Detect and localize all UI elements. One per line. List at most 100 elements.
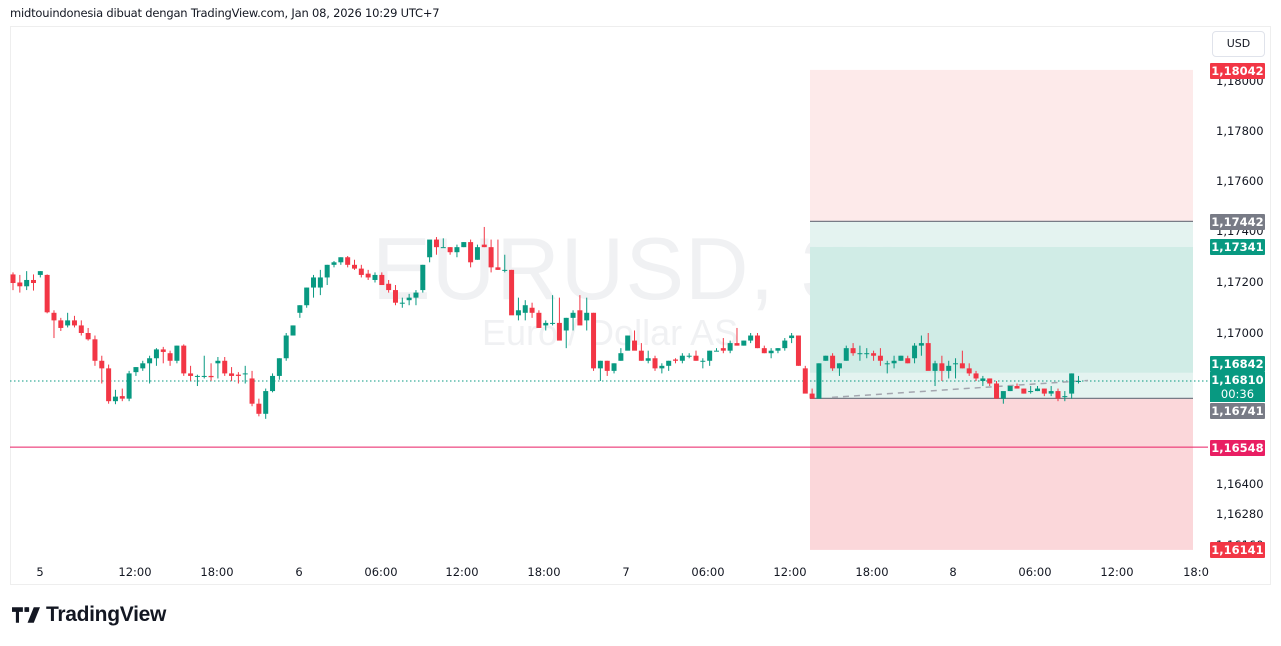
candle-body [666, 360, 672, 366]
time-tick: 6 [295, 565, 303, 579]
candle-body [891, 360, 897, 364]
candle-body [925, 343, 931, 371]
candle-body [543, 322, 549, 326]
candle-body [932, 363, 938, 371]
candle-body [24, 279, 30, 287]
candle-body [133, 367, 139, 373]
candle-body [365, 273, 371, 278]
candle-body [802, 368, 808, 394]
candle-body [707, 350, 713, 361]
price-tick: 1,16400 [1216, 477, 1264, 491]
candle-body [399, 302, 405, 304]
price-tick: 1,17800 [1216, 124, 1264, 138]
time-tick: 12:00 [118, 565, 152, 579]
candle-body [953, 363, 959, 365]
candle-body [584, 312, 590, 321]
candle-body [597, 360, 603, 369]
candle-body [529, 307, 535, 313]
candle-body [946, 365, 952, 371]
candle-body [836, 363, 842, 369]
candle-body [877, 355, 883, 361]
candle-body [775, 348, 781, 351]
candle-body [263, 391, 269, 414]
candle-body [864, 353, 870, 355]
candle-body [495, 267, 501, 270]
candle-body [905, 358, 911, 364]
candle-body [509, 269, 515, 316]
candle-body [119, 396, 125, 399]
candle-body [44, 274, 50, 313]
candle-body [713, 350, 719, 352]
time-tick: 7 [622, 565, 630, 579]
candle-body [440, 247, 446, 249]
candle-body [918, 343, 924, 346]
last-price-value: 1,16810 [1211, 373, 1264, 387]
candle-body [843, 348, 849, 361]
candle-body [140, 363, 146, 369]
candle-body [235, 374, 241, 376]
price-label-line: 1,16741 [1210, 403, 1265, 419]
candle-body [447, 247, 453, 253]
candle-body [693, 355, 699, 361]
candle-body [468, 242, 474, 263]
candle-body [174, 345, 180, 361]
candle-body [379, 274, 385, 286]
candle-body [58, 320, 64, 328]
time-tick: 12:00 [445, 565, 479, 579]
candle-body [215, 360, 221, 364]
candle-body [126, 373, 132, 399]
candle-body [290, 325, 296, 336]
candle-body [604, 360, 610, 371]
logo-text: TradingView [46, 603, 167, 626]
candle-body [106, 368, 112, 402]
bar-countdown: 00:36 [1220, 387, 1255, 401]
candle-body [276, 358, 282, 376]
candle-body [1028, 391, 1034, 393]
candle-body [515, 310, 521, 316]
candle-body [481, 244, 487, 248]
time-tick: 18:00 [855, 565, 889, 579]
time-tick: 8 [949, 565, 957, 579]
candle-body [673, 359, 679, 361]
time-tick: 18:0 [1183, 565, 1209, 579]
candle-body [1021, 388, 1027, 394]
candle-body [147, 358, 153, 364]
candle-body [1075, 380, 1081, 382]
candle-body [1062, 396, 1068, 398]
candle-body [857, 353, 863, 355]
candle-body [973, 373, 979, 379]
candle-body [659, 365, 665, 369]
candle-body [570, 312, 576, 318]
candle-body [85, 333, 91, 340]
candle-body [625, 335, 631, 351]
candle-body [768, 350, 774, 354]
currency-button[interactable]: USD [1212, 31, 1265, 57]
candle-body [563, 317, 569, 331]
time-tick: 12:00 [1100, 565, 1134, 579]
candle-body [1035, 388, 1040, 392]
candle-body [809, 393, 815, 399]
candle-body [461, 242, 467, 248]
candle-body [194, 375, 200, 377]
candle-body [987, 378, 993, 384]
candle-body [297, 305, 303, 313]
price-label-line: 1,17442 [1210, 214, 1265, 230]
candle-body [37, 271, 43, 275]
tradingview-logo[interactable]: TradingView [12, 603, 166, 627]
price-tick: 1,17200 [1216, 275, 1264, 289]
candle-body [358, 268, 364, 275]
time-tick: 18:00 [527, 565, 561, 579]
candle-body [427, 239, 433, 258]
candle-body [1069, 373, 1075, 394]
candle-body [1041, 388, 1047, 394]
price-tick: 1,17000 [1216, 326, 1264, 340]
candle-body [577, 310, 583, 326]
candle-body [474, 247, 480, 260]
candle-body [201, 375, 207, 377]
candle-body [270, 375, 276, 392]
candle-body [679, 355, 685, 361]
candle-body [51, 312, 57, 321]
price-label-take-profit: 1,17341 [1210, 239, 1265, 255]
candle-body [167, 353, 173, 361]
